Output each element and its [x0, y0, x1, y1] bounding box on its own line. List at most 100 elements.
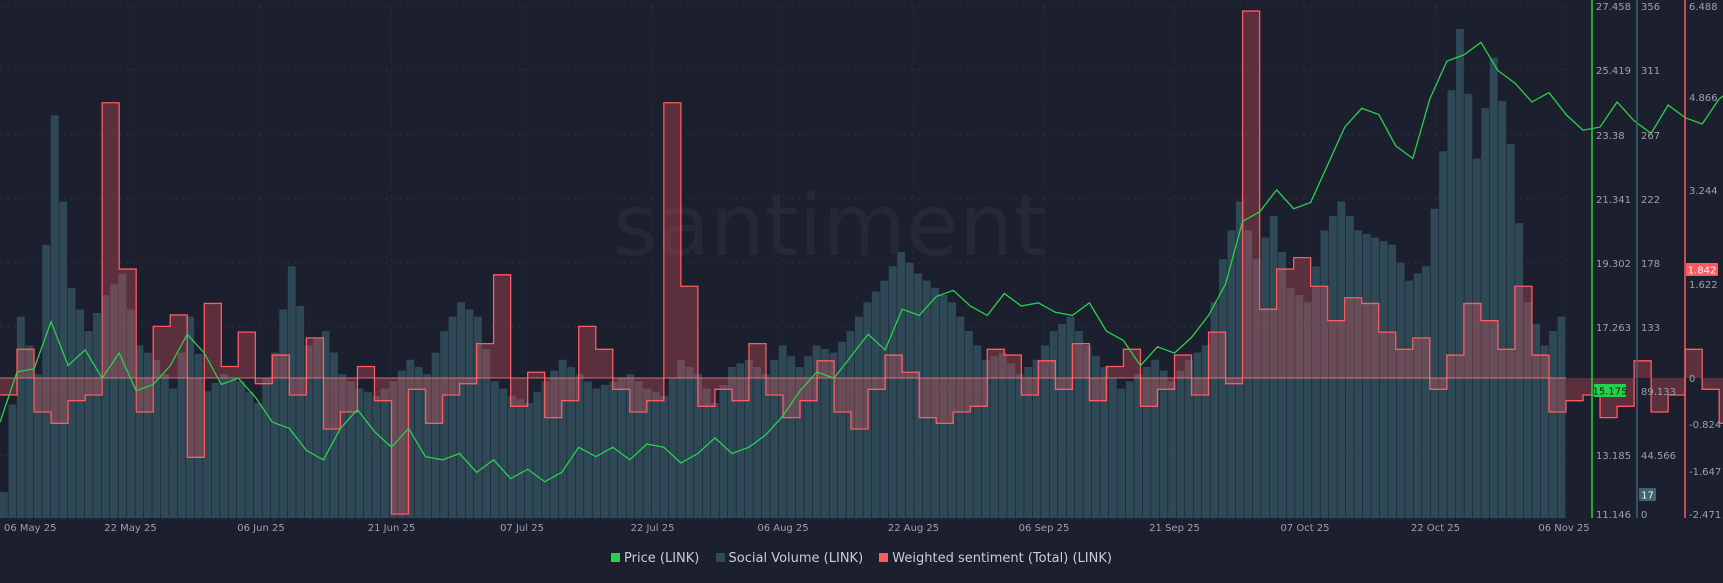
volume-bar: [1362, 233, 1371, 518]
volume-bar: [1549, 331, 1557, 518]
volume-bar: [643, 388, 652, 518]
volume-bar: [414, 366, 423, 518]
sentiment-current-badge-bg: [1686, 263, 1718, 276]
volume-bar: [465, 309, 474, 518]
x-tick-label: 22 Oct 25: [1411, 523, 1460, 534]
volume-bar: [135, 345, 144, 518]
volume-bar: [507, 395, 516, 518]
volume-bar: [964, 331, 973, 518]
volume-tick-label: 222: [1641, 195, 1660, 206]
volume-bar: [1455, 29, 1464, 519]
volume-bar: [719, 384, 728, 518]
volume-bar: [67, 287, 76, 518]
volume-bar: [1210, 302, 1219, 518]
volume-bar: [474, 316, 482, 518]
volume-bar: [939, 295, 948, 518]
volume-bar: [1354, 230, 1363, 518]
volume-bar: [1439, 151, 1447, 518]
price-tick-label: 19.302: [1596, 259, 1631, 270]
volume-bar: [389, 381, 398, 518]
volume-tick-label: 178: [1641, 259, 1660, 270]
volume-bar: [1345, 215, 1354, 518]
volume-bar: [169, 388, 178, 518]
volume-bar: [1405, 280, 1414, 518]
volume-bar: [16, 316, 25, 518]
volume-bar: [778, 345, 787, 518]
volume-bar: [1091, 356, 1100, 518]
volume-bar: [804, 356, 813, 518]
legend-item-price[interactable]: Price (LINK): [611, 551, 699, 566]
volume-bar: [59, 201, 68, 518]
volume-bar: [736, 363, 745, 518]
volume-bar: [617, 377, 626, 518]
volume-bar: [753, 366, 762, 518]
volume-bar: [1185, 359, 1193, 518]
volume-bar: [1032, 359, 1041, 518]
legend-item-sentiment[interactable]: Weighted sentiment (Total) (LINK): [879, 551, 1112, 566]
x-tick-label: 22 Jul 25: [631, 523, 675, 534]
volume-bar: [1337, 201, 1346, 518]
sentiment-tick-label: 4.866: [1689, 93, 1718, 104]
volume-bar: [1532, 323, 1541, 518]
volume-bar: [372, 395, 381, 518]
volume-bar: [406, 359, 415, 518]
volume-bar: [744, 359, 753, 518]
sentiment-tick-label: 3.244: [1689, 186, 1718, 197]
volume-bar: [761, 374, 770, 518]
volume-bar: [516, 399, 525, 518]
legend-item-social-volume[interactable]: Social Volume (LINK): [715, 551, 864, 566]
volume-bar: [220, 374, 228, 518]
volume-bar: [84, 331, 93, 518]
volume-bar: [1075, 331, 1083, 518]
volume-bar: [973, 345, 982, 518]
volume-bar: [1320, 230, 1329, 518]
volume-bar: [880, 280, 889, 518]
volume-bar: [905, 262, 914, 518]
volume-bar: [888, 266, 897, 518]
volume-bar: [1244, 230, 1253, 518]
volume-bar: [1015, 374, 1024, 518]
volume-bar: [1286, 287, 1295, 518]
volume-bar: [846, 331, 855, 518]
volume-bar: [1134, 374, 1143, 518]
volume-bar: [660, 395, 669, 518]
volume-tick-label: 311: [1641, 66, 1660, 77]
volume-bar: [490, 381, 499, 518]
price-tick-label: 17.263: [1596, 323, 1631, 334]
volume-bar: [1176, 370, 1185, 518]
volume-bar: [1159, 370, 1168, 518]
volume-bar: [1506, 144, 1515, 518]
price-tick-label: 11.146: [1596, 510, 1631, 521]
volume-bar: [1100, 366, 1109, 518]
legend-label-social-volume: Social Volume (LINK): [728, 551, 864, 566]
x-tick-label: 06 May 25: [4, 523, 56, 534]
volume-bar: [533, 392, 542, 518]
x-tick-label: 06 Jun 25: [237, 523, 284, 534]
volume-bar: [1041, 345, 1050, 518]
volume-bar: [1007, 363, 1016, 518]
volume-bar: [651, 392, 660, 518]
volume-bar: [634, 381, 643, 518]
volume-bar: [1388, 244, 1397, 518]
volume-bar: [431, 352, 440, 518]
volume-bar: [118, 273, 127, 518]
volume-bar: [1058, 323, 1066, 518]
volume-bar: [922, 280, 931, 518]
sentiment-tick-label: 6.488: [1689, 2, 1718, 13]
volume-bar: [126, 309, 135, 518]
price-tick-label: 21.341: [1596, 195, 1631, 206]
x-tick-label: 07 Oct 25: [1280, 523, 1329, 534]
volume-bar: [143, 352, 152, 518]
volume-tick-label: 44.566: [1641, 451, 1676, 462]
volume-bar: [1430, 208, 1439, 519]
volume-bar: [1328, 215, 1337, 518]
volume-bar: [42, 244, 51, 518]
volume-bar: [397, 370, 406, 518]
volume-bar: [330, 352, 338, 518]
price-tick-label: 25.419: [1596, 66, 1631, 77]
x-tick-label: 06 Sep 25: [1019, 523, 1070, 534]
legend-label-sentiment: Weighted sentiment (Total) (LINK): [892, 551, 1112, 566]
volume-bar: [304, 345, 313, 518]
volume-bar: [186, 316, 195, 518]
volume-bar: [524, 402, 533, 518]
